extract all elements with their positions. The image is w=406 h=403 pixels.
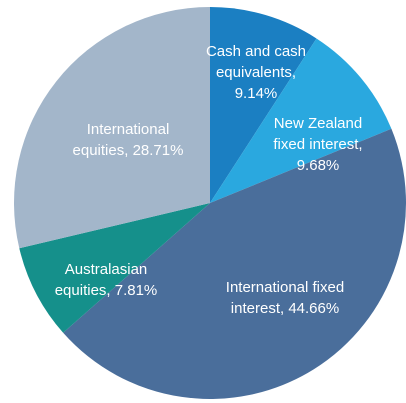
pie-slice: [19, 203, 210, 333]
slice-label: International: [87, 121, 170, 138]
pie-slice: [210, 38, 392, 203]
slice-label: International fixed: [226, 279, 344, 296]
slice-label: fixed interest,: [273, 136, 362, 153]
pie-slice: [13, 7, 210, 249]
slice-label: interest, 44.66%: [231, 300, 339, 317]
slice-label: Australasian: [65, 261, 148, 278]
slice-label: 9.14%: [235, 85, 278, 102]
pie-slice: [63, 128, 406, 399]
slice-label: equivalents,: [216, 64, 296, 81]
slice-label: New Zealand: [274, 115, 362, 132]
slice-label: 9.68%: [297, 157, 340, 174]
slice-label: Cash and cash: [206, 43, 306, 60]
slice-label: equities, 7.81%: [55, 282, 158, 299]
slice-label: equities, 28.71%: [73, 142, 184, 159]
pie-slice: [210, 7, 317, 203]
